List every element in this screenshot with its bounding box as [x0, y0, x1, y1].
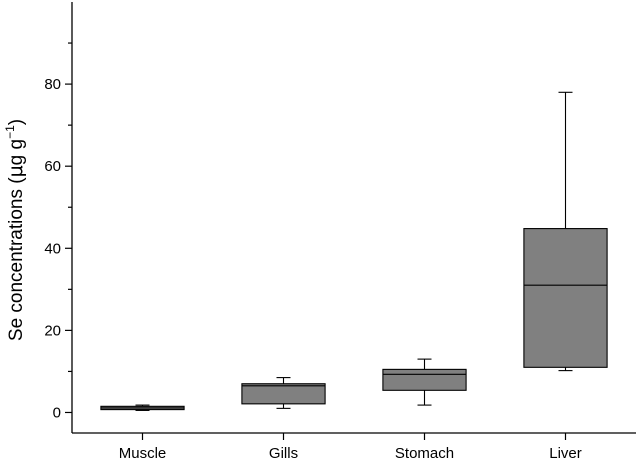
x-tick-label: Muscle — [119, 445, 167, 462]
svg-text:Se concentrations (μg g−1): Se concentrations (μg g−1) — [3, 119, 27, 341]
x-tick-label: Gills — [269, 445, 298, 462]
y-axis-label-mu: μ — [5, 165, 27, 177]
y-axis-label-main: Se concentrations ( — [6, 177, 27, 341]
y-axis-label-close: ) — [6, 119, 27, 125]
box-stomach — [382, 368, 467, 391]
y-tick-label: 0 — [53, 404, 61, 421]
x-tick-label: Liver — [549, 445, 582, 462]
x-tick-label: Stomach — [395, 445, 454, 462]
y-tick-label: 40 — [44, 240, 61, 257]
box-gills — [241, 383, 326, 405]
box-liver — [523, 228, 608, 368]
y-axis-label: Se concentrations (μg g−1) — [3, 119, 27, 341]
y-tick-label: 80 — [44, 76, 61, 93]
y-tick-label: 60 — [44, 158, 61, 175]
y-axis-label-superscript: −1 — [3, 125, 17, 139]
y-axis-label-unit: g g — [6, 139, 27, 165]
y-tick-label: 20 — [44, 322, 61, 339]
